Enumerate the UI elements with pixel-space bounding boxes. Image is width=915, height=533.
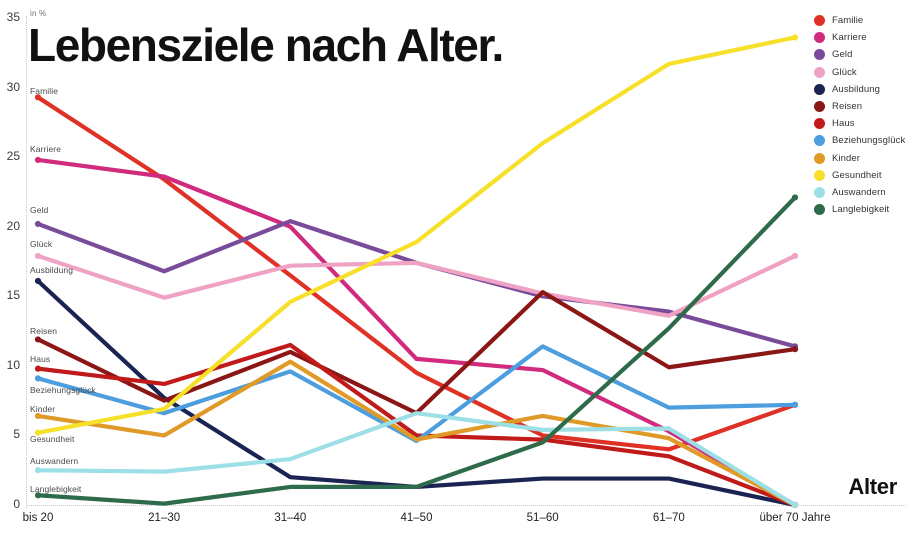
legend-item-label: Auswandern xyxy=(832,186,886,198)
series-line-familie xyxy=(35,95,798,452)
y-axis-tick-20: 20 xyxy=(6,218,20,233)
series-start-dot-familie xyxy=(34,94,42,101)
series-label-gesundheit: Gesundheit xyxy=(30,434,75,444)
series-end-dot-auswandern xyxy=(791,501,799,509)
legend-color-swatch-icon xyxy=(814,169,825,181)
x-axis-tick-6: über 70 Jahre xyxy=(759,512,831,524)
series-end-dot-reisen xyxy=(791,346,799,353)
y-axis-unit-label: in % xyxy=(30,9,47,18)
legend-item-label: Reisen xyxy=(832,101,863,113)
legend-item-label: Kinder xyxy=(832,152,861,164)
legend-item-label: Geld xyxy=(832,49,853,61)
legend-item-glück[interactable]: Glück xyxy=(814,64,915,81)
x-axis-title: Alter xyxy=(848,474,897,499)
series-label-beziehungsglück: Beziehungsglück xyxy=(30,385,96,395)
legend-item-auswandern[interactable]: Auswandern xyxy=(814,184,915,201)
y-axis-tick-35: 35 xyxy=(6,10,20,24)
series-line-gesundheit xyxy=(35,35,798,435)
y-axis-line xyxy=(26,16,27,508)
legend-color-swatch-icon xyxy=(814,186,825,198)
legend-color-swatch-icon xyxy=(814,32,825,44)
series-start-dot-glück xyxy=(34,252,42,260)
series-line-glück xyxy=(35,253,798,318)
series-start-dot-haus xyxy=(34,365,42,372)
series-label-karriere: Karriere xyxy=(30,144,62,154)
legend-color-swatch-icon xyxy=(814,135,825,147)
legend-item-karriere[interactable]: Karriere xyxy=(814,29,915,46)
legend-item-label: Ausbildung xyxy=(832,83,881,95)
series-start-dot-ausbildung xyxy=(34,277,42,285)
y-axis-tick-25: 25 xyxy=(6,149,20,164)
series-end-dot-langlebigkeit xyxy=(791,194,799,201)
series-end-dot-beziehungsglück xyxy=(791,401,799,408)
legend-item-label: Haus xyxy=(832,118,855,130)
legend: Familie Karriere Geld Glück Ausbildung Reisen… xyxy=(814,12,915,218)
legend-item-label: Familie xyxy=(832,15,864,27)
legend-item-langlebigkeit[interactable]: Langlebigkeit xyxy=(814,201,915,218)
series-label-auswandern: Auswandern xyxy=(30,456,79,466)
series-label-reisen: Reisen xyxy=(30,326,58,336)
x-axis-line xyxy=(26,505,906,506)
series-end-dot-glück xyxy=(791,252,799,260)
legend-color-swatch-icon xyxy=(814,101,825,113)
legend-item-kinder[interactable]: Kinder xyxy=(814,150,915,167)
legend-item-haus[interactable]: Haus xyxy=(814,115,915,132)
legend-item-familie[interactable]: Familie xyxy=(814,12,915,29)
chart-title: Lebensziele nach Alter. xyxy=(28,19,504,71)
series-start-dot-geld xyxy=(34,220,42,228)
series-start-dot-kinder xyxy=(34,412,42,420)
x-axis-tick-0: bis 20 xyxy=(22,512,54,524)
series-line-karriere xyxy=(35,157,798,508)
legend-item-beziehungsglück[interactable]: Beziehungsglück xyxy=(814,132,915,149)
y-axis-tick-30: 30 xyxy=(6,79,20,94)
series-start-dot-gesundheit xyxy=(34,429,42,436)
legend-color-swatch-icon xyxy=(814,66,825,78)
series-end-dot-gesundheit xyxy=(791,34,799,41)
series-start-dot-karriere xyxy=(34,156,42,164)
series-start-dot-auswandern xyxy=(34,467,42,474)
legend-color-swatch-icon xyxy=(814,152,825,164)
series-line-haus xyxy=(35,342,798,508)
legend-item-gesundheit[interactable]: Gesundheit xyxy=(814,167,915,184)
series-label-geld: Geld xyxy=(30,205,49,215)
x-axis-tick-1: 21–30 xyxy=(148,512,181,524)
x-axis-tick-5: 61–70 xyxy=(652,512,685,524)
x-axis-tick-2: 31–40 xyxy=(274,512,307,524)
series-label-familie: Familie xyxy=(30,86,59,96)
legend-color-swatch-icon xyxy=(814,204,825,216)
series-start-dot-reisen xyxy=(34,336,42,343)
legend-item-label: Beziehungsglück xyxy=(832,135,906,147)
legend-color-swatch-icon xyxy=(814,83,825,95)
x-axis-tick-3: 41–50 xyxy=(400,512,433,524)
legend-item-geld[interactable]: Geld xyxy=(814,46,915,63)
legend-item-label: Gesundheit xyxy=(832,169,882,181)
y-axis-tick-15: 15 xyxy=(6,288,20,303)
y-axis-tick-10: 10 xyxy=(6,357,20,372)
legend-color-swatch-icon xyxy=(814,118,825,130)
y-axis-tick-0: 0 xyxy=(13,497,20,511)
legend-item-label: Glück xyxy=(832,66,857,78)
series-start-dot-beziehungsglück xyxy=(34,375,42,382)
series-line-langlebigkeit xyxy=(35,195,798,506)
legend-color-swatch-icon xyxy=(814,15,825,27)
series-label-kinder: Kinder xyxy=(30,404,56,414)
series-line-auswandern xyxy=(35,411,798,508)
x-axis-tick-4: 51–60 xyxy=(526,512,559,524)
series-label-haus: Haus xyxy=(30,354,51,364)
legend-item-ausbildung[interactable]: Ausbildung xyxy=(814,81,915,98)
series-label-ausbildung: Ausbildung xyxy=(30,265,74,275)
y-axis-tick-5: 5 xyxy=(13,427,20,442)
legend-item-label: Langlebigkeit xyxy=(832,204,890,216)
series-label-langlebigkeit: Langlebigkeit xyxy=(30,484,82,494)
series-start-dot-langlebigkeit xyxy=(34,492,42,499)
legend-item-reisen[interactable]: Reisen xyxy=(814,98,915,115)
legend-item-label: Karriere xyxy=(832,32,867,44)
series-line-kinder xyxy=(35,359,798,508)
legend-color-swatch-icon xyxy=(814,49,825,61)
series-label-glück: Glück xyxy=(30,239,53,249)
